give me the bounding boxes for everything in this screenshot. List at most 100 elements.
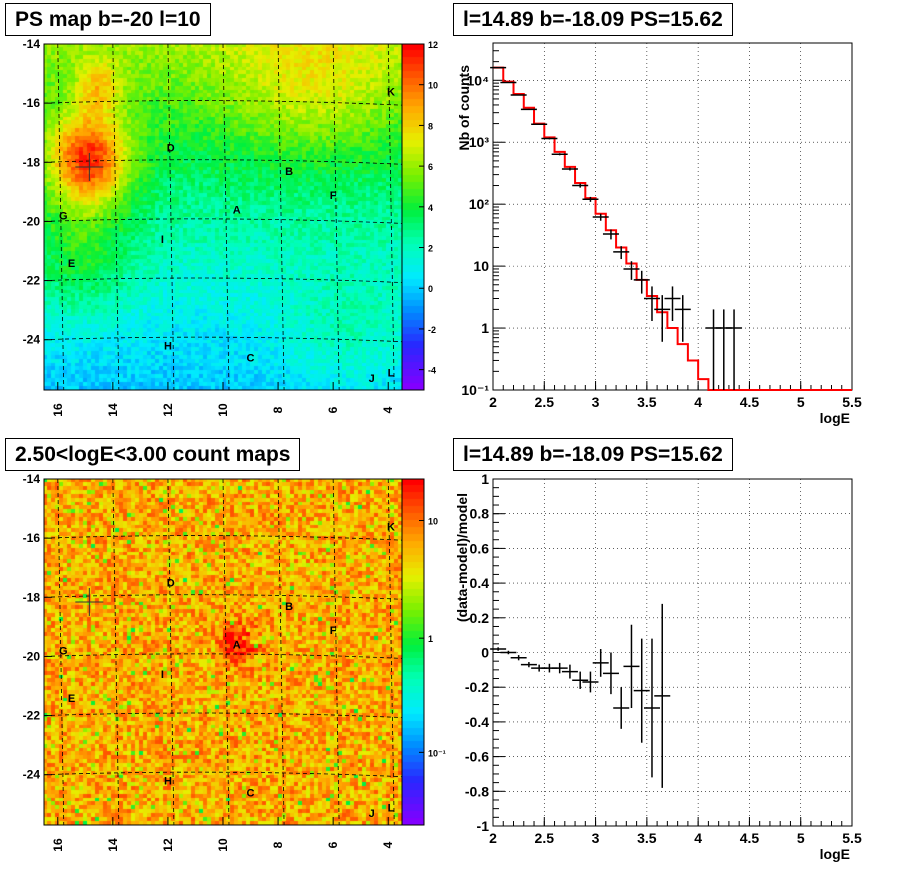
x-tick-label: 14	[106, 403, 120, 417]
y-tick-label: -16	[23, 531, 41, 545]
source-label-j: J	[369, 808, 375, 820]
spectrum-y-tick-label: 10	[473, 258, 489, 274]
y-tick-label: -24	[23, 333, 41, 347]
residual-y-tick-label: 0.2	[470, 610, 490, 626]
source-label-c: C	[247, 352, 255, 364]
grid-parallel	[43, 100, 403, 106]
source-label-i: I	[161, 234, 164, 246]
residual-x-tick-label: 2.5	[535, 830, 555, 846]
colorbar-frame	[401, 43, 425, 391]
residual-y-tick-label: -0.6	[465, 749, 489, 765]
count-map-title: 2.50<logE<3.00 count maps	[5, 438, 301, 471]
grid-meridian	[277, 478, 285, 826]
source-label-e: E	[68, 258, 75, 270]
colorbar-label: 4	[428, 203, 433, 213]
source-label-j: J	[369, 373, 375, 385]
source-label-e: E	[68, 693, 75, 705]
grid-parallel	[43, 535, 403, 541]
grid-meridian	[57, 43, 65, 391]
ps-map-overlay: 16 14 12 10 8 6 4-14-16-18-20-22-24KDBFAGIEHCJ…	[23, 37, 438, 417]
residual-plot: 2 2.5 3 3.5 4 4.5 5 5.5 -1 -0.8 -0.6 -0.4 -0.2 0 0.2 0.…	[454, 471, 862, 862]
spectrum-y-tick-label: 10³	[469, 134, 490, 150]
grid-parallel	[43, 771, 403, 778]
source-label-i: I	[161, 669, 164, 681]
residual-x-tick-label: 3	[592, 830, 600, 846]
grid-meridian	[387, 478, 395, 826]
y-tick-label: -20	[23, 214, 41, 228]
source-label-g: G	[59, 211, 68, 223]
residual-x-tick-label: 2	[489, 830, 497, 846]
colorbar-label: 6	[428, 162, 433, 172]
y-tick-label: -24	[23, 768, 41, 782]
colorbar-label: 10⁻¹	[428, 748, 446, 758]
y-tick-label: -20	[23, 649, 41, 663]
colorbar-label: -4	[428, 366, 436, 376]
spectrum-x-tick-label: 2	[489, 394, 497, 410]
x-tick-label: 6	[326, 406, 340, 413]
residual-y-tick-label: -1	[477, 818, 490, 834]
y-tick-label: -14	[23, 472, 41, 486]
residual-x-tick-label: 3.5	[637, 830, 657, 846]
count-map-colorbar	[402, 479, 424, 825]
residual-y-tick-label: 0.4	[470, 575, 490, 591]
source-label-f: F	[330, 190, 337, 202]
source-label-c: C	[247, 787, 255, 799]
residual-y-tick-label: 0	[481, 645, 489, 661]
grid-parallel	[43, 712, 403, 718]
grid-parallel	[43, 594, 403, 600]
source-label-b: B	[285, 166, 293, 178]
ps-map-colorbar	[402, 44, 424, 390]
grid-meridian	[332, 478, 340, 826]
spectrum-y-tick-label: 10⁴	[467, 72, 490, 88]
grid-parallel	[43, 277, 403, 283]
count-map-overlay: 16 14 12 10 8 6 4 -14 -16 -18 -20 -22 -24 K D B F A G I E H C J…	[23, 472, 446, 852]
spectrum-y-tick-label: 10⁻¹	[461, 382, 489, 398]
spectrum-title: l=14.89 b=-18.09 PS=15.62	[453, 3, 733, 36]
x-tick-label: 8	[271, 841, 285, 848]
y-tick-label: -18	[23, 155, 41, 169]
spectrum-y-label: Nb of counts	[456, 65, 472, 151]
spectrum-x-tick-label: 3	[592, 394, 600, 410]
grid-meridian	[112, 478, 120, 826]
ps-map-title: PS map b=-20 l=10	[5, 3, 211, 36]
residual-x-tick-label: 5.5	[842, 830, 862, 846]
x-tick-label: 4	[381, 406, 395, 413]
map-frame	[43, 43, 403, 391]
spectrum-x-tick-label: 5.5	[842, 394, 862, 410]
grid-meridian	[277, 43, 285, 391]
grid-meridian	[112, 43, 120, 391]
spectrum-x-tick-label: 3.5	[637, 394, 657, 410]
colorbar-label: 10	[428, 517, 438, 527]
colorbar-label: 12	[428, 40, 438, 50]
spectrum-x-tick-label: 4	[694, 394, 702, 410]
x-tick-label: 6	[326, 841, 340, 848]
residual-x-tick-label: 4	[694, 830, 702, 846]
source-label-h: H	[164, 776, 172, 788]
residual-y-tick-label: -0.8	[465, 783, 489, 799]
colorbar-label: 10	[428, 81, 438, 91]
x-tick-label: 16	[51, 838, 65, 852]
source-label-k: K	[387, 521, 395, 533]
map-frame	[43, 478, 403, 826]
source-label-l: L	[388, 367, 395, 379]
grid-meridian	[57, 478, 65, 826]
colorbar-label: 2	[428, 244, 433, 254]
spectrum-x-tick-label: 2.5	[535, 394, 555, 410]
grid-parallel	[43, 218, 403, 224]
colorbar-label: 0	[428, 284, 433, 294]
y-tick-label: -22	[23, 274, 41, 288]
residual-x-tick-label: 5	[797, 830, 805, 846]
source-label-a: A	[233, 640, 241, 652]
y-tick-label: -18	[23, 590, 41, 604]
grid-parallel	[43, 653, 403, 659]
residual-frame	[492, 478, 853, 827]
source-label-k: K	[387, 86, 395, 98]
residual-x-tick-label: 4.5	[740, 830, 760, 846]
residual-y-tick-label: -0.2	[465, 679, 489, 695]
grid-meridian	[167, 478, 175, 826]
x-tick-label: 8	[271, 406, 285, 413]
spectrum-x-label: logE	[820, 410, 850, 426]
x-tick-label: 12	[161, 403, 175, 417]
residual-y-tick-label: 0.8	[470, 506, 490, 522]
source-label-h: H	[164, 341, 172, 353]
